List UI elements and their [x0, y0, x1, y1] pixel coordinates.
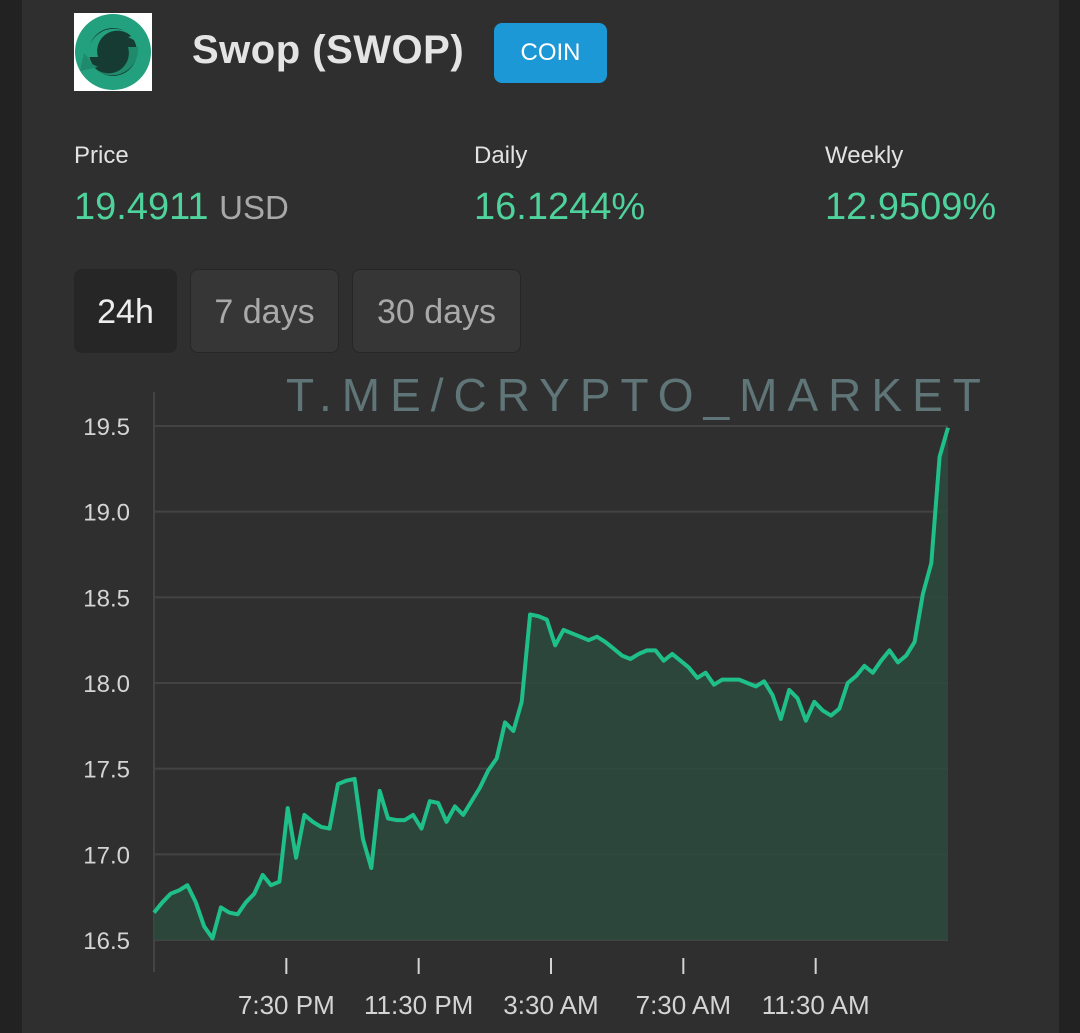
x-tick-label: 7:30 AM — [636, 990, 731, 1020]
x-tick-label: 11:30 AM — [762, 990, 870, 1020]
x-tick-label: 3:30 AM — [503, 990, 598, 1020]
price-value-group: 19.4911 USD — [74, 186, 289, 229]
y-tick-label: 19.0 — [83, 500, 130, 527]
price-label: Price — [74, 142, 129, 169]
tab-24h[interactable]: 24h — [74, 269, 177, 353]
daily-value: 16.1244% — [474, 186, 646, 228]
swop-logo-icon — [74, 13, 152, 91]
y-tick-label: 17.5 — [83, 757, 130, 784]
price-unit: USD — [219, 189, 289, 226]
price-area-fill — [154, 427, 948, 940]
y-tick-label: 17.0 — [83, 842, 130, 869]
weekly-label: Weekly — [825, 142, 904, 169]
y-tick-label: 16.5 — [83, 928, 130, 955]
daily-label: Daily — [474, 142, 528, 169]
x-tick-label: 7:30 PM — [238, 990, 335, 1020]
tab-7-days[interactable]: 7 days — [190, 269, 339, 353]
price-line — [152, 427, 950, 941]
tab-30-days[interactable]: 30 days — [352, 269, 521, 353]
coin-type-badge[interactable]: COIN — [494, 23, 607, 83]
y-tick-label: 19.5 — [83, 414, 130, 441]
y-tick-label: 18.0 — [83, 671, 130, 698]
x-tick-label: 11:30 PM — [364, 990, 473, 1020]
price-value: 19.4911 — [74, 186, 209, 228]
coin-title: Swop (SWOP) — [192, 28, 465, 72]
watermark-text: T.ME/CRYPTO_MARKET — [286, 369, 991, 421]
weekly-value: 12.9509% — [825, 186, 997, 228]
y-tick-label: 18.5 — [83, 585, 130, 612]
